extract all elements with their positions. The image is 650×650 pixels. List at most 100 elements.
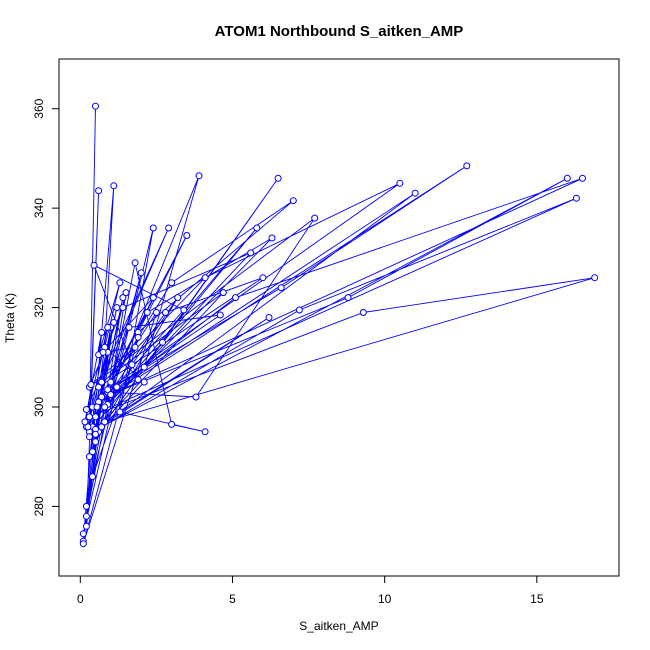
data-point — [89, 448, 96, 456]
data-point — [128, 361, 136, 369]
data-point — [143, 309, 151, 316]
data-point — [232, 294, 239, 302]
data-point — [82, 502, 90, 510]
data-point — [104, 386, 112, 394]
data-point — [162, 309, 169, 316]
data-point — [159, 338, 166, 346]
data-point — [104, 323, 112, 331]
data-point — [113, 383, 121, 391]
data-point — [110, 319, 118, 326]
data-point — [168, 279, 176, 287]
data-point — [95, 187, 103, 195]
data-point — [101, 418, 109, 426]
data-point — [92, 102, 99, 110]
x-axis: 0 5 10 15 — [77, 575, 544, 606]
data-point — [98, 393, 106, 401]
data-point — [411, 189, 419, 197]
data-point — [174, 294, 182, 302]
data-point — [85, 433, 93, 441]
y-tick-label: 320 — [32, 297, 46, 317]
data-point — [140, 363, 148, 371]
data-point — [79, 540, 87, 548]
data-point — [79, 530, 87, 538]
data-point — [311, 214, 319, 222]
data-point — [253, 224, 261, 232]
data-point — [134, 333, 142, 341]
data-point — [168, 420, 176, 428]
data-point — [107, 378, 115, 386]
x-tick-label: 15 — [530, 592, 544, 606]
data-point — [82, 512, 90, 520]
data-point — [137, 269, 145, 277]
data-point — [165, 224, 173, 232]
data-point — [563, 174, 571, 182]
data-point — [134, 376, 142, 384]
y-axis-label: Theta (K) — [3, 293, 17, 343]
data-point — [201, 274, 209, 282]
data-point — [101, 403, 109, 411]
series-line — [82, 106, 595, 544]
data-point — [85, 413, 93, 421]
data-point — [82, 522, 90, 530]
y-tick-label: 300 — [32, 397, 46, 417]
y-tick-label: 280 — [32, 496, 46, 516]
data-point — [259, 274, 267, 282]
y-axis: 280 300 320 340 360 — [32, 98, 60, 516]
x-tick-label: 5 — [229, 592, 236, 606]
data-point — [268, 234, 276, 242]
data-point — [110, 182, 118, 190]
data-point — [113, 304, 121, 312]
data-point — [195, 172, 203, 180]
data-point — [216, 311, 224, 319]
data-point — [192, 393, 200, 401]
data-point — [579, 174, 586, 182]
data-point — [116, 279, 124, 287]
data-point — [107, 391, 115, 399]
chart-title: ATOM1 Northbound S_aitken_AMP — [215, 23, 464, 40]
data-point — [463, 162, 471, 170]
data-layer — [79, 102, 599, 548]
data-point — [92, 413, 99, 421]
data-point — [85, 453, 93, 461]
data-point — [359, 309, 367, 316]
data-point — [99, 348, 107, 356]
data-point — [90, 261, 98, 269]
data-point — [98, 328, 106, 336]
data-point — [149, 224, 157, 232]
data-point — [119, 304, 127, 312]
data-point — [277, 284, 285, 292]
data-point — [591, 274, 599, 282]
data-point — [152, 309, 160, 316]
data-point — [180, 306, 188, 314]
data-point — [82, 406, 90, 413]
data-point — [131, 343, 139, 351]
data-point — [183, 232, 191, 239]
data-point — [201, 428, 209, 436]
data-point — [131, 259, 139, 267]
x-tick-label: 10 — [378, 592, 392, 606]
data-point — [396, 179, 404, 187]
data-point — [149, 294, 157, 302]
y-tick-label: 360 — [32, 98, 46, 118]
y-tick-label: 340 — [32, 198, 46, 218]
data-point — [89, 473, 96, 481]
data-point — [265, 314, 273, 321]
data-point — [572, 194, 580, 202]
data-point — [93, 403, 101, 411]
data-point — [289, 197, 297, 205]
data-point — [98, 423, 106, 431]
data-point — [295, 306, 303, 314]
data-point — [140, 378, 148, 386]
data-point — [116, 408, 124, 416]
data-point — [87, 381, 95, 389]
data-point — [95, 383, 103, 391]
data-point — [247, 249, 255, 257]
x-tick-label: 0 — [77, 592, 84, 606]
data-point — [122, 289, 130, 297]
data-point — [92, 430, 99, 438]
data-point — [274, 174, 282, 182]
data-point — [81, 418, 89, 426]
data-point — [219, 289, 227, 297]
data-point — [92, 438, 99, 446]
data-point — [98, 378, 106, 386]
